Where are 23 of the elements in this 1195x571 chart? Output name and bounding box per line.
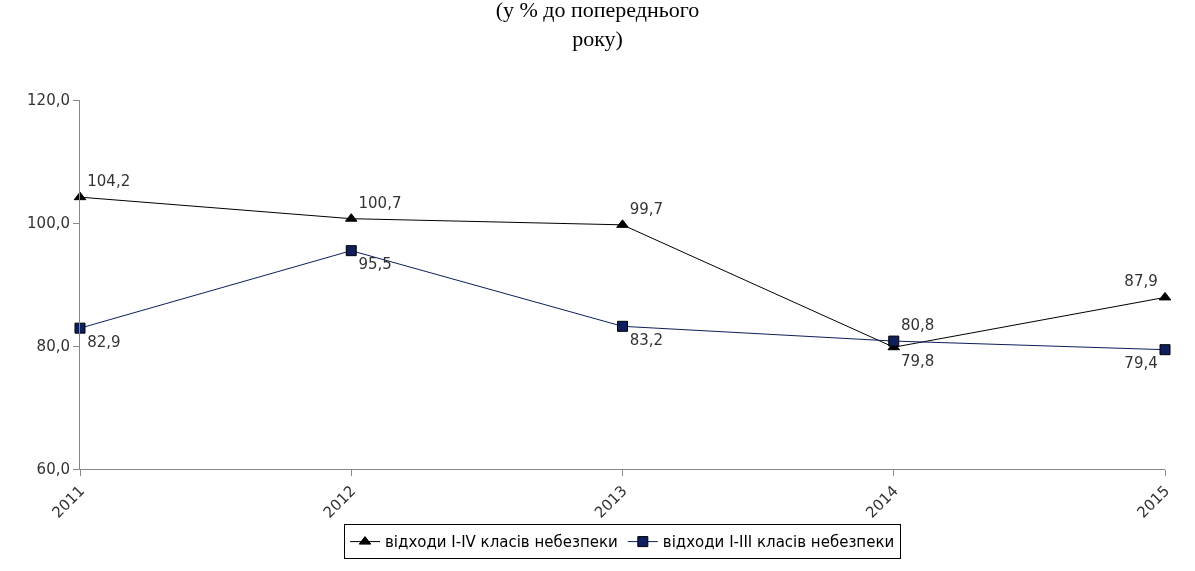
y-tick-label: 80,0	[36, 337, 70, 356]
data-label: 83,2	[629, 330, 664, 349]
data-label: 100,7	[358, 193, 402, 212]
data-label: 79,4	[1124, 354, 1158, 373]
data-label: 80,8	[901, 316, 935, 335]
data-label: 82,9	[87, 332, 121, 351]
data-label: 87,9	[1124, 272, 1158, 291]
point	[345, 245, 357, 257]
point	[1159, 344, 1171, 356]
point	[1158, 291, 1172, 301]
point	[617, 320, 628, 332]
data-label: 79,8	[901, 351, 935, 370]
data-label: 104,2	[87, 172, 131, 191]
chart-title: (у % до попереднього року)	[495, 0, 700, 51]
y-tick-label: 60,0	[36, 460, 70, 479]
point	[74, 322, 86, 334]
y-tick-label: 100,0	[27, 214, 70, 233]
legend-label: відходи I-IV класів небезпеки	[385, 533, 618, 552]
data-label: 95,5	[358, 255, 392, 274]
point	[888, 335, 900, 347]
data-label: 99,7	[629, 199, 664, 218]
y-tick-label: 120,0	[27, 91, 70, 110]
legend-label: відходи I-III класів небезпеки	[662, 533, 895, 552]
